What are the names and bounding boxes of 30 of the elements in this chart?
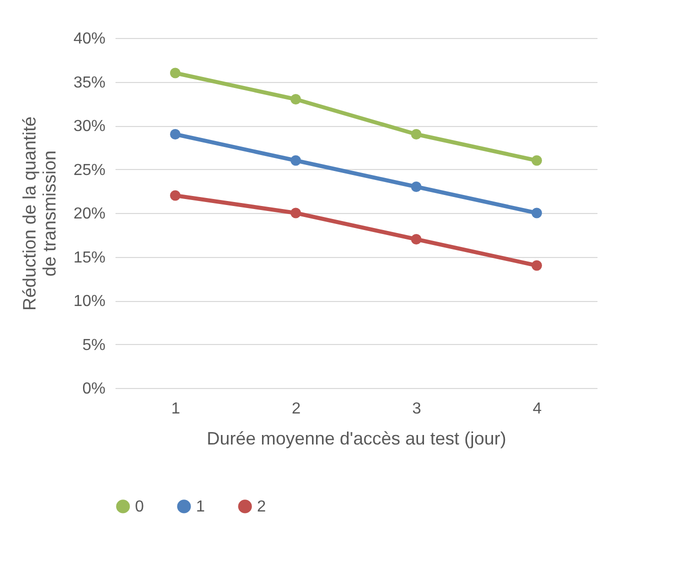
point xyxy=(170,190,180,201)
y-tick-label: 15% xyxy=(73,249,106,266)
x-tick-label: 2 xyxy=(292,400,301,418)
x-tick-label: 4 xyxy=(532,400,542,418)
point xyxy=(532,208,542,218)
point xyxy=(170,129,180,140)
y-tick-label: 40% xyxy=(73,30,106,48)
legend-label: 2 xyxy=(257,498,266,516)
point xyxy=(532,260,542,271)
point xyxy=(411,129,422,140)
x-axis-title: Durée moyenne d'accès au test (jour) xyxy=(206,428,506,448)
y-tick-label: 30% xyxy=(73,118,106,135)
y-tick-label: 5% xyxy=(82,336,106,354)
y-tick-label: 20% xyxy=(73,206,106,222)
point xyxy=(411,234,422,244)
point xyxy=(532,155,542,166)
y-tick-label: 25% xyxy=(73,162,106,179)
legend-label: 1 xyxy=(196,498,205,516)
x-tick-label: 3 xyxy=(412,400,422,418)
point xyxy=(170,68,180,78)
legend-label: 0 xyxy=(135,498,144,516)
x-tick-label: 1 xyxy=(171,400,180,418)
point xyxy=(290,94,301,104)
y-axis-title: Réduction de la quantité de transmission xyxy=(19,116,60,311)
y-tick-label: 10% xyxy=(73,293,106,310)
point xyxy=(411,182,422,192)
point xyxy=(290,208,301,218)
y-tick-label: 35% xyxy=(73,74,106,92)
y-tick-label: 0% xyxy=(82,380,106,398)
point xyxy=(290,155,301,166)
